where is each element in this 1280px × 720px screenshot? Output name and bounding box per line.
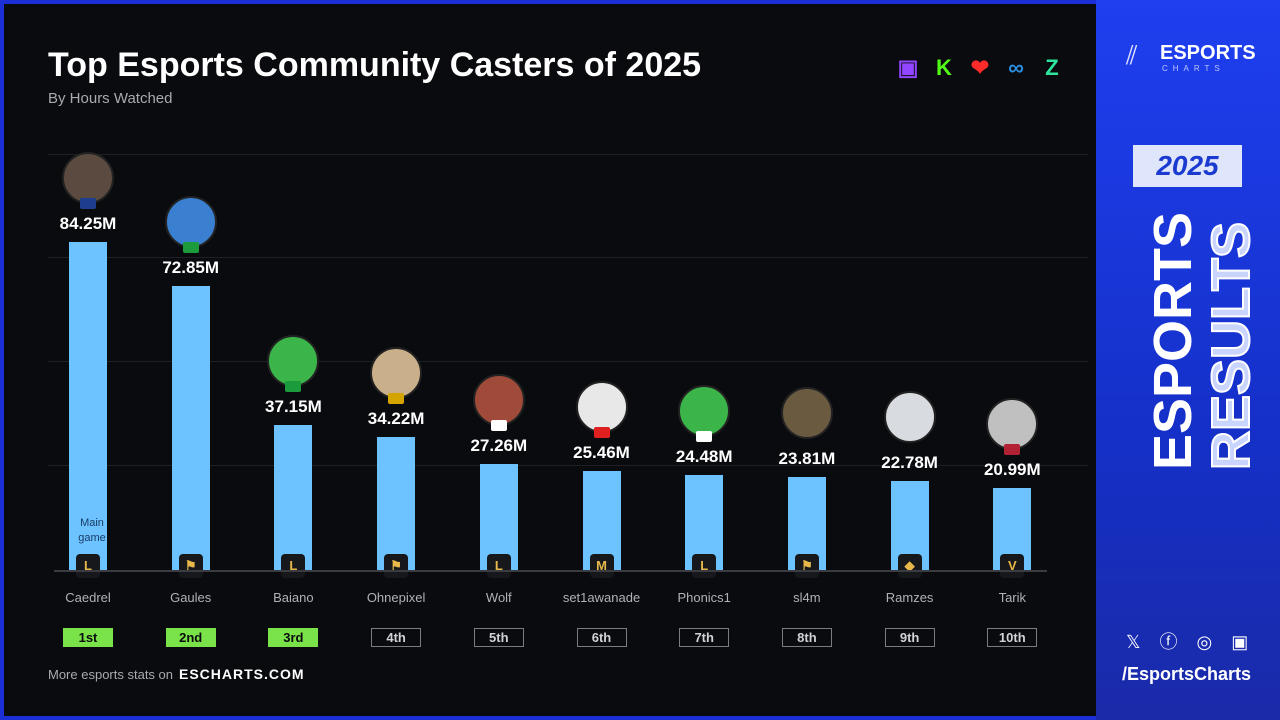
game-icon: L xyxy=(76,554,100,578)
caster-name: Baiano xyxy=(273,590,314,605)
caster-avatar xyxy=(267,335,320,388)
value-label: 34.22M xyxy=(367,408,425,428)
value-label: 37.15M xyxy=(265,397,322,417)
twitch-icon: ▣ xyxy=(897,55,919,80)
main-game-label: Main game xyxy=(78,517,106,544)
linkedin-icon[interactable]: ▣ xyxy=(1231,632,1249,652)
flag-icon xyxy=(285,381,302,393)
value-label: 27.26M xyxy=(470,435,528,455)
facebook-icon[interactable]: ⓕ xyxy=(1159,632,1178,652)
vk-live-icon: ❤ xyxy=(970,55,990,80)
results-vertical-text: RESULTS xyxy=(1200,221,1262,471)
game-icon: ⚑ xyxy=(178,554,203,578)
footer-text: More esports stats on xyxy=(48,667,173,682)
social-icons: 𝕏 ⓕ ◎ ▣ xyxy=(1126,628,1248,654)
game-icon: ◆ xyxy=(897,554,922,578)
chart-subtitle: By Hours Watched xyxy=(48,90,173,107)
kick-icon: K xyxy=(936,55,952,80)
caster-avatar xyxy=(678,384,731,437)
game-icon: L xyxy=(281,554,306,578)
bar xyxy=(274,425,313,570)
caster-avatar xyxy=(370,346,423,399)
gridline xyxy=(48,465,1088,466)
value-label: 24.48M xyxy=(675,446,733,466)
caster-name: Tarik xyxy=(998,590,1027,605)
flag-icon xyxy=(490,419,507,431)
instagram-icon[interactable]: ◎ xyxy=(1196,632,1213,652)
value-label: 22.78M xyxy=(881,453,938,473)
game-icon: L xyxy=(486,554,511,578)
game-icon: V xyxy=(1000,554,1025,578)
value-label: 84.25M xyxy=(59,214,117,233)
value-label: 20.99M xyxy=(983,460,1041,480)
rank-badge: 2nd xyxy=(165,628,216,647)
x-icon[interactable]: 𝕏 xyxy=(1126,632,1141,652)
footer: More esports stats on ESCHARTS.COM xyxy=(48,666,305,682)
flag-icon xyxy=(1004,444,1021,456)
esports-vertical-text: ESPORTS xyxy=(1143,211,1203,470)
x-axis xyxy=(54,570,1047,572)
caster-avatar xyxy=(164,196,217,249)
game-icon: ⚑ xyxy=(794,554,819,578)
caster-avatar xyxy=(883,391,936,444)
year-badge: 2025 xyxy=(1133,145,1242,187)
flag-icon xyxy=(593,426,610,438)
flag-icon xyxy=(182,242,199,254)
infinity-icon: ∞ xyxy=(1008,55,1024,80)
bar xyxy=(377,436,416,570)
game-icon: ⚑ xyxy=(384,554,409,578)
bar xyxy=(479,463,518,570)
caster-avatar xyxy=(62,152,114,204)
rank-badge: 6th xyxy=(576,628,627,647)
rank-badge: 9th xyxy=(884,628,935,647)
rank-badge: 5th xyxy=(473,628,524,647)
flag-icon xyxy=(388,392,405,404)
game-icon: L xyxy=(692,554,717,578)
caster-name: Wolf xyxy=(485,590,512,605)
caster-name: sl4m xyxy=(793,590,821,605)
rank-badge: 8th xyxy=(781,628,832,647)
brand-panel: ⫽ ESPORTS CHARTS 2025 ESPORTS RESULTS 𝕏 … xyxy=(1096,0,1280,720)
social-handle[interactable]: /EsportsCharts xyxy=(1122,664,1252,684)
bar xyxy=(69,242,107,570)
flag-icon xyxy=(696,430,713,442)
caster-avatar xyxy=(780,387,833,440)
z-icon: Z xyxy=(1045,55,1059,80)
rank-badge: 4th xyxy=(371,628,422,647)
footer-link[interactable]: ESCHARTS.COM xyxy=(179,666,305,682)
gridline xyxy=(48,361,1088,362)
rank-badge: 1st xyxy=(63,628,113,647)
caster-name: Ramzes xyxy=(885,590,934,605)
caster-avatar xyxy=(472,373,525,426)
bar xyxy=(582,470,621,570)
caster-avatar xyxy=(575,380,628,433)
value-label: 72.85M xyxy=(162,258,220,278)
value-label: 25.46M xyxy=(573,442,630,462)
caster-name: Ohnepixel xyxy=(366,590,426,605)
flag-icon xyxy=(80,198,96,209)
caster-name: Gaules xyxy=(170,590,212,605)
chart-title: Top Esports Community Casters of 2025 xyxy=(48,46,702,84)
game-icon: M xyxy=(589,554,614,578)
rank-badge: 10th xyxy=(987,628,1038,647)
gridline xyxy=(48,257,1088,258)
caster-name: Phonics1 xyxy=(677,590,731,605)
esports-charts-logo: ⫽ ESPORTS CHARTS xyxy=(1126,40,1256,73)
caster-name: Caedrel xyxy=(65,590,111,605)
caster-avatar xyxy=(986,398,1039,451)
value-label: 23.81M xyxy=(778,449,836,469)
rank-badge: 3rd xyxy=(268,628,319,647)
caster-name: set1awanade xyxy=(562,590,641,605)
bar xyxy=(171,286,210,570)
rank-badge: 7th xyxy=(679,628,730,647)
chart-panel: Top Esports Community Casters of 2025 By… xyxy=(4,4,1096,716)
gridline xyxy=(48,154,1088,155)
